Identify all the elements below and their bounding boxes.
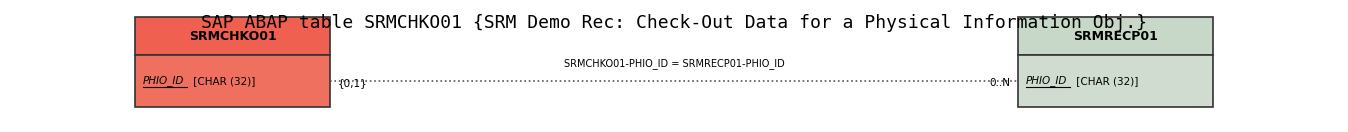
FancyBboxPatch shape <box>135 55 330 107</box>
Text: SRMCHKO01-PHIO_ID = SRMRECP01-PHIO_ID: SRMCHKO01-PHIO_ID = SRMRECP01-PHIO_ID <box>563 58 785 69</box>
Text: SAP ABAP table SRMCHKO01 {SRM Demo Rec: Check-Out Data for a Physical Informatio: SAP ABAP table SRMCHKO01 {SRM Demo Rec: … <box>201 14 1147 32</box>
FancyBboxPatch shape <box>1018 55 1213 107</box>
FancyBboxPatch shape <box>135 17 330 55</box>
Text: PHIO_ID: PHIO_ID <box>143 76 185 86</box>
Text: [CHAR (32)]: [CHAR (32)] <box>190 76 255 86</box>
Text: 0..N: 0..N <box>989 78 1010 88</box>
Text: PHIO_ID: PHIO_ID <box>1026 76 1068 86</box>
Text: [CHAR (32)]: [CHAR (32)] <box>1073 76 1138 86</box>
Text: {0,1}: {0,1} <box>338 78 368 88</box>
FancyBboxPatch shape <box>1018 17 1213 55</box>
Text: SRMRECP01: SRMRECP01 <box>1073 29 1158 43</box>
Text: SRMCHKO01: SRMCHKO01 <box>189 29 276 43</box>
